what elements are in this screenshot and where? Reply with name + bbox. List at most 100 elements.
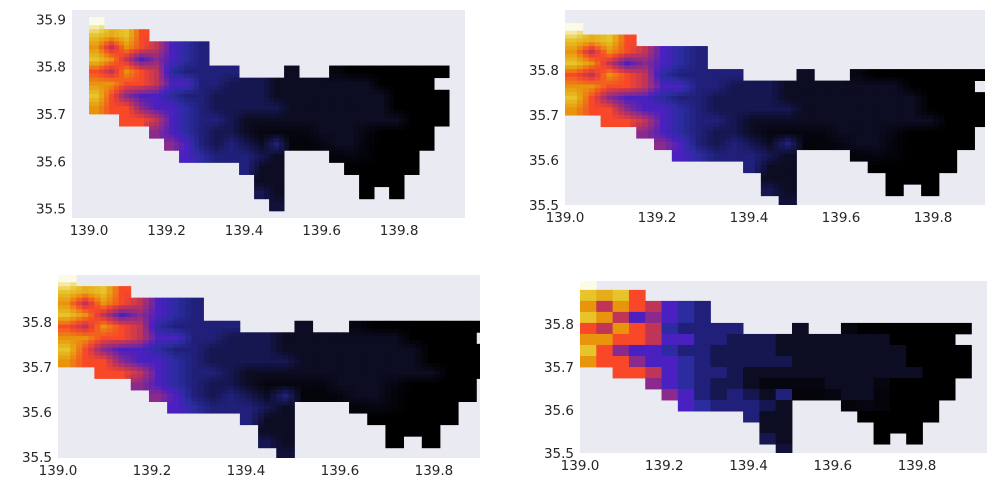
heatmap-cell [219, 154, 225, 159]
x-tick-label: 139.2 [638, 210, 677, 226]
heatmap-cell [665, 61, 673, 66]
heatmap-cell [100, 301, 107, 306]
heatmap-cell [719, 138, 726, 143]
heatmap-cell [276, 363, 283, 368]
heatmap-cell [234, 93, 240, 99]
heatmap-cell [766, 176, 774, 181]
heatmap-cell [369, 69, 375, 75]
heatmap-cell [194, 122, 200, 127]
heatmap-cell [482, 352, 488, 356]
heatmap-cell [427, 359, 435, 364]
heatmap-cell [233, 386, 241, 391]
heatmap-cell [119, 73, 125, 79]
heatmap-cell [227, 359, 235, 364]
heatmap-cell [319, 89, 325, 95]
heatmap-cell [259, 122, 265, 127]
heatmap-cell [671, 142, 679, 147]
heatmap-cell [897, 176, 904, 181]
heatmap-cell [203, 324, 210, 329]
heatmap-cell [214, 77, 220, 83]
heatmap-cell [270, 378, 277, 383]
heatmap-cell [161, 313, 168, 318]
heatmap-cell [933, 76, 940, 81]
heatmap-cell [164, 41, 170, 46]
heatmap-cell [909, 126, 916, 131]
heatmap-cell [184, 97, 190, 103]
heatmap-cell [130, 301, 138, 306]
heatmap-cell [118, 374, 126, 379]
heatmap-cell [364, 69, 370, 75]
heatmap-cell [88, 305, 95, 310]
heatmap-cell [867, 153, 875, 158]
heatmap-cell [159, 81, 165, 87]
heatmap-cell [921, 88, 928, 93]
heatmap-cell [790, 145, 797, 151]
heatmap-cell [159, 97, 165, 103]
heatmap-cell [772, 168, 780, 174]
heatmap-cell [279, 162, 285, 167]
heatmap-cell [244, 97, 250, 103]
heatmap-cell [427, 328, 435, 333]
heatmap-cell [394, 178, 400, 184]
heatmap-cell [114, 77, 120, 83]
heatmap-cell [464, 336, 471, 341]
heatmap-cell [903, 99, 910, 105]
heatmap-cell [654, 57, 661, 62]
heatmap-cell [394, 142, 400, 147]
heatmap-cell [790, 165, 797, 170]
heatmap-cell [336, 351, 344, 356]
heatmap-cell [612, 122, 619, 128]
heatmap-cell [701, 115, 708, 120]
heatmap-cell [155, 363, 162, 368]
heatmap-cell [731, 145, 738, 151]
heatmap-cell [429, 130, 435, 135]
heatmap-cell [826, 115, 833, 120]
heatmap-cell [204, 93, 210, 99]
heatmap-cell [334, 122, 340, 127]
heatmap-cell [624, 115, 631, 120]
heatmap-cell [399, 114, 405, 119]
heatmap-cell [683, 157, 691, 162]
heatmap-cell [749, 145, 756, 151]
heatmap-cell [373, 328, 380, 333]
heatmap-cell [329, 77, 335, 83]
heatmap-cell [439, 122, 445, 127]
heatmap-cell [570, 57, 578, 62]
heatmap-cell [214, 142, 220, 147]
heatmap-cell [354, 122, 360, 127]
heatmap-cell [403, 386, 411, 391]
heatmap-cell [415, 347, 423, 352]
heatmap-cell [94, 77, 100, 83]
heatmap-cell [254, 77, 260, 83]
heatmap-cell [980, 103, 985, 108]
heatmap-cell [399, 138, 405, 143]
heatmap-cell [921, 107, 928, 112]
heatmap-cell [234, 150, 240, 155]
heatmap-cell [259, 150, 265, 155]
x-tick-label: 139.4 [225, 223, 264, 239]
heatmap-cell [215, 332, 223, 337]
heatmap-cell [927, 184, 934, 189]
heatmap-cell [164, 105, 170, 111]
heatmap-cell [379, 332, 386, 337]
heatmap-cell [565, 69, 572, 74]
heatmap-cell [790, 188, 797, 193]
heatmap-cell [654, 99, 661, 105]
heatmap-cell [409, 158, 415, 163]
heatmap-cell [118, 316, 126, 322]
heatmap-cell [419, 93, 425, 99]
heatmap-cell [379, 126, 385, 131]
heatmap-cell [189, 57, 195, 62]
heatmap-cell [349, 89, 355, 95]
heatmap-cell [933, 165, 940, 170]
heatmap-cell [683, 76, 691, 81]
heatmap-cell [88, 359, 95, 364]
heatmap-cell [294, 130, 300, 135]
heatmap-cell [199, 57, 205, 62]
heatmap-cell [489, 371, 495, 375]
heatmap-cell [185, 366, 192, 372]
heatmap-cell [701, 65, 708, 70]
heatmap-cell [849, 157, 857, 162]
heatmap-cell [399, 170, 405, 175]
heatmap-cell [576, 34, 584, 39]
